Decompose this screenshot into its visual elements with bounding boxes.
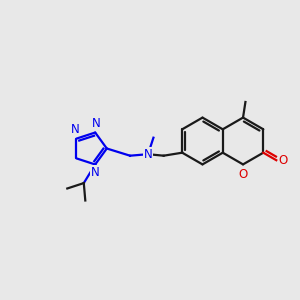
Text: O: O — [238, 168, 248, 181]
Text: N: N — [70, 123, 79, 136]
Text: O: O — [278, 154, 287, 167]
Text: N: N — [91, 166, 100, 179]
Text: N: N — [92, 116, 101, 130]
Text: N: N — [144, 148, 152, 161]
